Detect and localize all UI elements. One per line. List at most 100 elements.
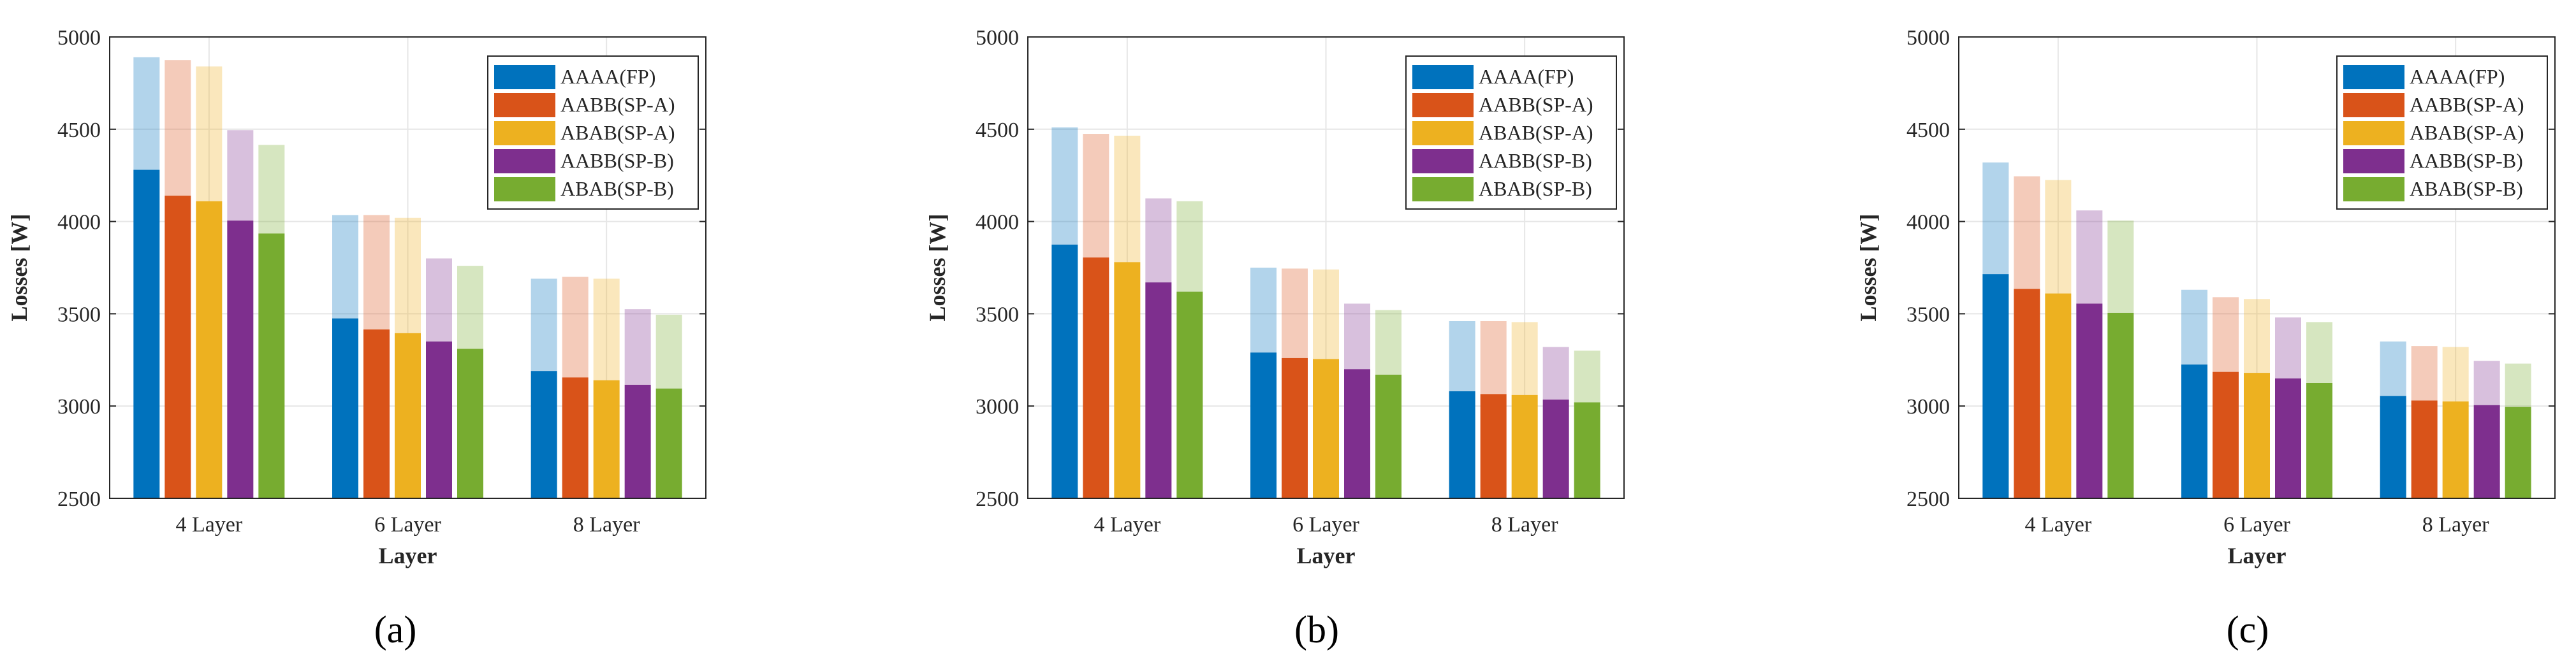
y-tick-label: 4500 [976,119,1019,142]
panel-caption: (c) [2227,609,2269,651]
bar [165,196,191,498]
legend: AAAA(FP) AABB(SP-A) ABAB(SP-A) AABB(SP-B) AB… [2336,55,2548,210]
x-tick-label: 8 Layer [573,513,640,537]
bar [655,388,682,498]
bar [1375,374,1401,498]
legend-swatch [2343,121,2404,145]
bar [1282,357,1308,498]
legend-label: ABAB(SP-B) [560,177,674,200]
y-tick-label: 4000 [57,211,101,235]
legend-label: ABAB(SP-B) [2410,177,2523,200]
bar [624,384,651,498]
bar-upper [2213,297,2239,372]
y-tick-label: 3500 [976,303,1019,326]
legend-label: AAAA(FP) [560,65,655,88]
bar [2244,373,2270,498]
bar-upper [1282,268,1308,358]
bar-upper [2076,210,2103,304]
legend-label: ABAB(SP-A) [560,121,675,144]
y-tick-label: 4500 [57,119,101,142]
bar [457,349,483,498]
y-axis-label: Losses [W] [6,214,32,322]
legend-label: ABAB(SP-A) [2410,121,2524,144]
panel-caption: (b) [1294,609,1339,651]
legend-label: AABB(SP-B) [2410,149,2523,172]
legend-swatch [494,65,555,89]
bar-upper [531,278,557,372]
bar [2213,372,2239,498]
bar [2076,303,2103,498]
y-tick-label: 5000 [57,26,101,50]
bar [1250,352,1277,498]
bar [258,233,285,498]
bar-upper [1344,303,1370,370]
legend-swatch [2343,65,2404,89]
x-tick-label: 4 Layer [2024,513,2091,537]
bar-upper [196,66,223,201]
bar [227,220,254,498]
legend-label: AABB(SP-B) [1479,149,1592,172]
bar-upper [1449,321,1475,392]
bar-upper [1511,322,1538,395]
bar-upper [1176,201,1203,292]
bar-upper [1480,321,1507,394]
bar-upper [1051,127,1078,245]
bar [562,377,589,498]
legend-label: AABB(SP-A) [560,93,675,116]
x-tick-label: 8 Layer [2422,513,2489,537]
y-axis-label: Losses [W] [925,214,950,322]
bar [2045,293,2072,498]
legend-label: AAAA(FP) [2410,65,2505,88]
bar [2275,378,2301,498]
axes-box [1958,36,2556,499]
bar [2442,401,2469,498]
bar [1176,291,1203,498]
bar-upper [2442,347,2469,401]
y-tick-label: 2500 [1906,487,1950,511]
legend-swatch [1412,177,1474,201]
chart-panel-a: 2500 3000 3500 4000 4500 5000 4 Layer 6 Layer 8 … [6,26,706,651]
y-tick-label: 3500 [1906,303,1950,326]
legend-swatch [494,149,555,173]
y-tick-label: 3000 [1906,395,1950,419]
chart-panel-c: 2500 3000 3500 4000 4500 5000 4 Layer 6 Layer 8 … [1855,26,2556,651]
bar-upper [1083,134,1109,258]
bar-upper [593,278,620,380]
y-tick-label: 2500 [57,487,101,511]
bar-upper [1982,162,2009,275]
bar [395,333,421,498]
legend-label: AABB(SP-A) [2410,93,2524,116]
bar [1083,257,1109,498]
legend-label: AAAA(FP) [1479,65,1574,88]
legend-swatch [1412,65,1474,89]
bar [196,201,223,498]
axes-box [1027,36,1625,499]
x-tick-label: 4 Layer [175,513,242,537]
legend-swatch [494,177,555,201]
y-tick-label: 3500 [57,303,101,326]
legend-label: AABB(SP-A) [1479,93,1593,116]
bar-upper [2014,176,2040,289]
bar [426,341,452,498]
y-tick-label: 5000 [976,26,1019,50]
bar-upper [2275,317,2301,379]
legend-label: ABAB(SP-B) [1479,177,1592,200]
bar-upper [426,258,452,342]
legend-swatch [494,121,555,145]
bar-upper [2306,322,2332,383]
y-tick-label: 4000 [976,211,1019,235]
bar-upper [133,57,160,170]
legend-label: ABAB(SP-A) [1479,121,1593,144]
bar-upper [227,130,254,221]
x-axis-label: Layer [2228,543,2287,568]
panel-caption: (a) [374,609,417,651]
legend-swatch [1412,93,1474,117]
legend: AAAA(FP) AABB(SP-A) ABAB(SP-A) AABB(SP-B) AB… [487,55,699,210]
bar [2107,312,2134,498]
bar-upper [457,266,483,349]
chart-panel-b: 2500 3000 3500 4000 4500 5000 4 Layer 6 Layer 8 … [925,26,1625,651]
x-axis-label: Layer [379,543,437,568]
bar [332,318,358,498]
y-tick-label: 4000 [1906,211,1950,235]
legend-swatch [2343,93,2404,117]
